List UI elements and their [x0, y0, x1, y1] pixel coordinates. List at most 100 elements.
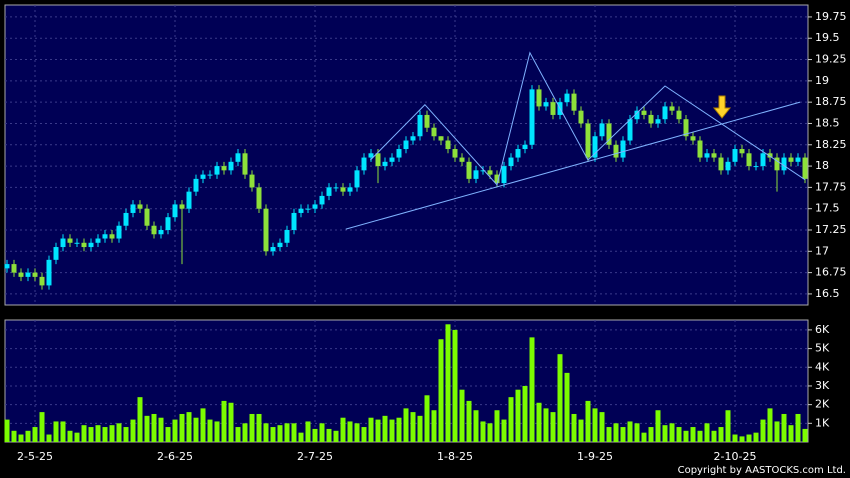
candle-body	[452, 149, 458, 158]
candle-body	[249, 174, 255, 188]
y-tick-label: 1K	[815, 416, 830, 429]
candle-body	[312, 204, 318, 209]
candle-body	[11, 264, 17, 273]
y-tick-label: 19.75	[815, 10, 847, 23]
volume-bar	[711, 430, 717, 442]
volume-bar	[312, 428, 318, 442]
candle-body	[179, 204, 185, 209]
volume-bar	[256, 413, 262, 442]
candle-body	[473, 170, 479, 179]
y-tick-label: 5K	[815, 342, 830, 355]
volume-bar	[571, 413, 577, 442]
candle-body	[599, 123, 605, 137]
x-tick-label: 2-10-25	[714, 450, 757, 463]
candle-body	[186, 191, 192, 209]
candle-body	[487, 170, 493, 175]
volume-bar	[389, 419, 395, 442]
volume-bar	[592, 408, 598, 442]
candle-body	[53, 247, 59, 260]
volume-bar	[340, 417, 346, 442]
volume-bar	[74, 432, 80, 442]
volume-bar	[81, 425, 87, 442]
candle-body	[620, 140, 626, 158]
candle-body	[529, 89, 535, 145]
candle-body	[375, 153, 381, 167]
volume-bar	[25, 430, 31, 442]
candle-body	[326, 187, 332, 196]
volume-bar	[613, 423, 619, 442]
candle-body	[424, 114, 430, 128]
volume-bar	[620, 427, 626, 442]
candle-body	[88, 242, 94, 248]
volume-bar	[634, 423, 640, 442]
volume-bar	[396, 417, 402, 442]
volume-bar	[683, 430, 689, 442]
volume-bar	[739, 436, 745, 442]
volume-bar	[123, 427, 129, 442]
candle-body	[74, 242, 80, 244]
volume-bar	[410, 412, 416, 442]
candle-body	[725, 161, 731, 171]
marks: 16.5 16.75 17 17.25 17.5 17.75 18 18.25 18.5 18.7…	[4, 5, 847, 463]
candle-body	[634, 110, 640, 120]
volume-bar	[732, 434, 738, 442]
price-panel	[4, 4, 809, 306]
candle-body	[81, 242, 87, 248]
candle-body	[242, 153, 248, 175]
volume-bar	[522, 385, 528, 442]
volume-bar	[438, 339, 444, 442]
candle-body	[704, 153, 710, 158]
volume-bar	[529, 337, 535, 442]
volume-bar	[795, 413, 801, 442]
volume-bar	[697, 430, 703, 442]
x-tick-label: 1-9-25	[577, 450, 613, 463]
volume-bar	[606, 427, 612, 442]
volume-bar	[200, 408, 206, 442]
volume-bar	[298, 432, 304, 442]
volume-bar	[207, 419, 213, 442]
volume-bar	[382, 415, 388, 442]
candle-body	[291, 212, 297, 230]
candle-body	[690, 136, 696, 141]
candle-body	[263, 208, 269, 252]
candle-body	[501, 166, 507, 184]
volume-bar	[46, 434, 52, 442]
candle-body	[46, 259, 52, 286]
candle-body	[221, 166, 227, 171]
candle-body	[767, 153, 773, 158]
volume-bar	[557, 354, 563, 442]
volume-bar	[375, 419, 381, 442]
volume-bar	[802, 428, 808, 442]
y-tick-label: 4K	[815, 360, 830, 373]
candle-body	[382, 161, 388, 167]
volume-bar	[109, 425, 115, 442]
volume-bar	[193, 417, 199, 442]
volume-bar	[53, 421, 59, 442]
candle-body	[130, 204, 136, 213]
volume-bar	[550, 412, 556, 442]
volume-bar	[249, 413, 255, 442]
volume-bar	[186, 412, 192, 442]
candle-body	[368, 153, 374, 158]
volume-bar	[501, 419, 507, 442]
volume-bar	[270, 427, 276, 442]
volume-bar	[452, 329, 458, 442]
candle-body	[270, 247, 276, 252]
candle-body	[655, 119, 661, 124]
candle-body	[137, 204, 143, 209]
candle-body	[739, 149, 745, 154]
candle-body	[123, 212, 129, 226]
candle-body	[200, 174, 206, 179]
candle-body	[613, 144, 619, 158]
candle-body	[228, 161, 234, 171]
volume-bar	[655, 410, 661, 442]
volume-bar	[368, 417, 374, 442]
candle-body	[585, 123, 591, 158]
x-tick-label: 2-7-25	[297, 450, 333, 463]
volume-bar	[627, 421, 633, 442]
volume-bar	[361, 427, 367, 442]
candle-body	[466, 161, 472, 179]
volume-bar	[781, 413, 787, 442]
volume-bar	[676, 427, 682, 442]
